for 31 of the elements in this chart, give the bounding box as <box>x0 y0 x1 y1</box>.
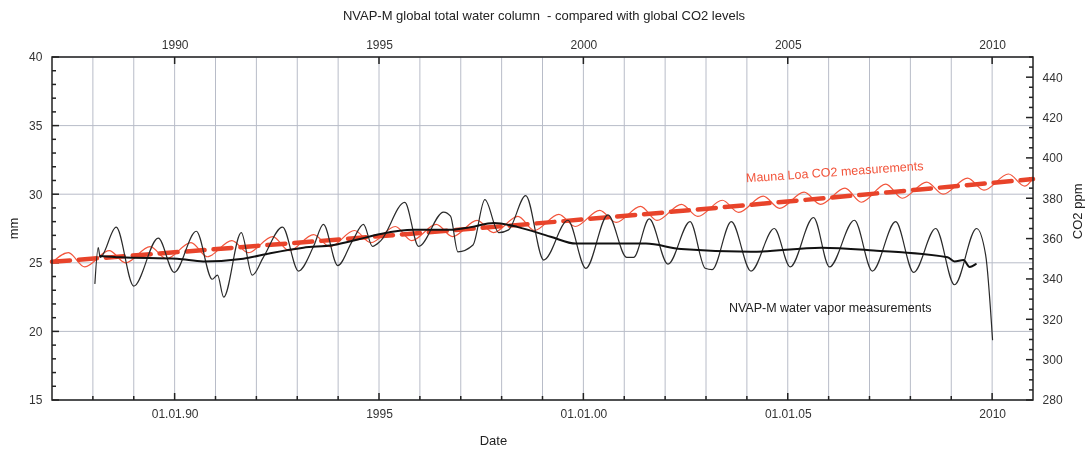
y2-tick-label: 340 <box>1042 272 1063 287</box>
y-tick-label: 30 <box>29 187 43 202</box>
y2-tick-label: 380 <box>1042 191 1063 206</box>
y2-tick-label: 360 <box>1042 231 1063 246</box>
x2-tick-label: 2005 <box>774 37 802 52</box>
x-tick-label: 01.01.05 <box>764 407 812 421</box>
y-tick-label: 15 <box>29 393 43 408</box>
x-axis-title: Date <box>479 433 508 448</box>
y-tick-label: 20 <box>29 324 43 339</box>
series-label: Mauna Loa CO2 measurements <box>745 158 924 186</box>
y2-axis-title: CO2 ppm <box>1070 183 1085 240</box>
y2-tick-label: 400 <box>1042 151 1063 166</box>
x2-tick-label: 1990 <box>161 37 189 52</box>
x-tick-label: 2010 <box>979 407 1007 421</box>
x2-tick-label: 2010 <box>979 37 1007 52</box>
y2-tick-label: 440 <box>1042 70 1063 85</box>
y-tick-label: 35 <box>29 118 43 133</box>
y2-tick-label: 320 <box>1042 312 1063 327</box>
y-axis-title: mm <box>6 217 21 240</box>
y2-tick-label: 300 <box>1042 352 1063 367</box>
x2-tick-label: 2000 <box>570 37 598 52</box>
y2-tick-label: 420 <box>1042 110 1063 125</box>
y-tick-label: 40 <box>29 50 43 65</box>
x2-tick-label: 1995 <box>366 37 394 52</box>
x-tick-label: 01.01.00 <box>560 407 608 421</box>
x-tick-label: 1995 <box>366 407 394 421</box>
chart-title: NVAP-M global total water column - compared with global CO2 levels <box>342 8 746 23</box>
text: NVAP-M water vapor measurements <box>728 300 932 315</box>
y2-tick-label: 280 <box>1042 393 1063 408</box>
x-tick-label: 01.01.90 <box>151 407 199 421</box>
y-tick-label: 25 <box>29 256 43 271</box>
